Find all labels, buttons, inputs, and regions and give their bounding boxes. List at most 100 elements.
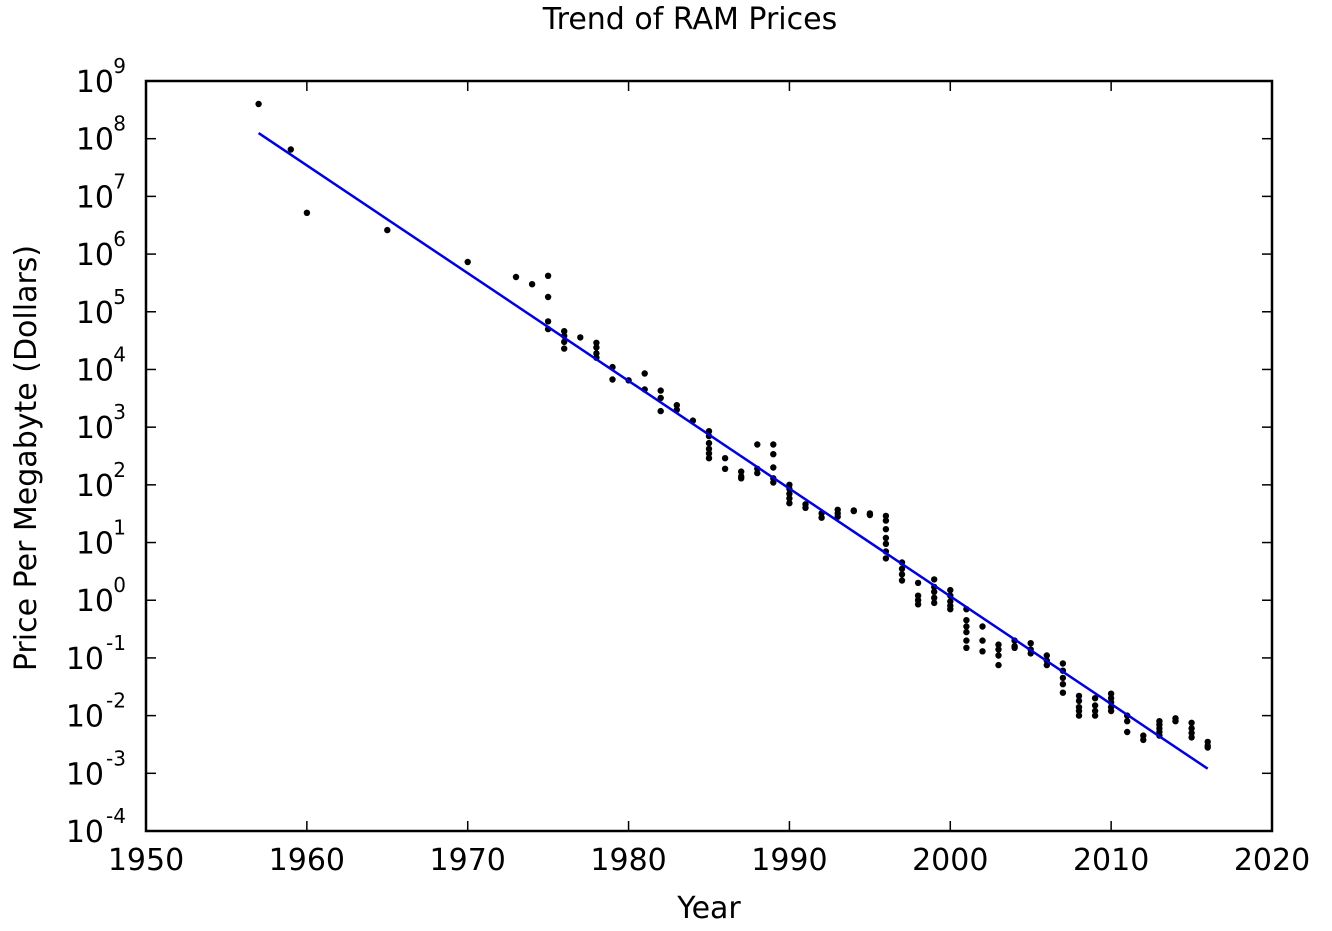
data-point: [705, 455, 713, 462]
data-point: [1059, 674, 1067, 682]
data-point: [995, 641, 1002, 648]
data-point: [979, 648, 986, 655]
data-point: [947, 586, 954, 594]
y-tick-label: 910: [76, 54, 126, 100]
data-point: [561, 345, 568, 352]
trend-line: [257, 132, 1209, 770]
data-point: [931, 599, 938, 607]
data-point: [914, 592, 922, 599]
x-tick-label: 1950: [108, 843, 184, 878]
data-point: [1059, 689, 1067, 696]
data-point: [641, 370, 648, 377]
data-point: [802, 504, 809, 511]
y-axis: -410-310-210-110010110210310410510610710…: [66, 54, 1272, 850]
data-point: [914, 579, 922, 587]
y-tick-label: -310: [66, 746, 126, 792]
data-point: [721, 455, 729, 462]
data-point: [1140, 736, 1147, 744]
data-point: [1059, 681, 1067, 688]
y-tick-exponent: 4: [113, 342, 126, 366]
data-point: [882, 526, 890, 533]
y-tick-label: 610: [76, 227, 126, 273]
y-tick-label: 710: [76, 169, 126, 215]
data-point: [738, 475, 745, 482]
y-tick-base: 10: [76, 123, 114, 158]
y-tick-label: -110: [66, 631, 126, 677]
y-tick-base: 10: [66, 815, 104, 850]
data-point: [287, 146, 294, 153]
data-point: [657, 407, 664, 415]
x-axis: 1950 1960 1970 1980 1990 2000 2010 2020: [108, 81, 1310, 878]
data-point: [786, 495, 793, 502]
data-point: [770, 479, 777, 486]
data-point: [577, 334, 584, 341]
data-point: [979, 623, 986, 630]
y-tick-label: 310: [76, 400, 126, 446]
y-tick-base: 10: [76, 411, 114, 446]
data-point: [850, 507, 857, 515]
y-tick-base: 10: [76, 469, 114, 504]
y-tick-exponent: -3: [106, 746, 126, 770]
data-point: [947, 606, 954, 613]
data-point: [464, 258, 471, 266]
data-point: [834, 513, 841, 520]
data-point: [1059, 660, 1067, 667]
data-point: [963, 617, 970, 624]
data-point: [898, 577, 906, 584]
data-point: [1188, 729, 1195, 737]
y-tick-label: 110: [76, 516, 126, 562]
data-point: [754, 469, 761, 477]
x-tick-label: 1960: [269, 843, 345, 878]
data-point: [770, 441, 777, 448]
x-tick-label: 1970: [430, 843, 506, 878]
y-tick-base: 10: [76, 238, 114, 273]
data-point: [673, 402, 680, 409]
y-tick-exponent: 0: [113, 573, 126, 597]
data-point: [1043, 652, 1051, 659]
data-point: [512, 273, 520, 281]
data-point: [593, 344, 600, 351]
data-point: [544, 318, 552, 325]
y-tick-base: 10: [66, 642, 104, 677]
chart-title: Trend of RAM Prices: [542, 2, 837, 37]
data-point: [593, 339, 600, 346]
x-tick-label: 2000: [912, 843, 988, 878]
data-point: [898, 565, 906, 572]
data-point: [1172, 718, 1179, 725]
data-point: [898, 571, 906, 578]
y-tick-base: 10: [76, 65, 114, 100]
data-point: [786, 490, 793, 497]
y-tick-base: 10: [76, 180, 114, 215]
y-axis-label: Price Per Megabyte (Dollars): [9, 245, 44, 671]
data-point: [963, 628, 970, 636]
y-tick-label: -410: [66, 804, 126, 850]
data-point: [657, 387, 664, 394]
y-tick-base: 10: [76, 584, 114, 619]
data-point: [995, 661, 1002, 669]
y-tick-base: 10: [76, 353, 114, 388]
data-point: [1124, 718, 1131, 725]
y-tick-base: 10: [66, 757, 104, 792]
data-point: [384, 226, 391, 234]
data-point: [995, 652, 1002, 659]
data-point: [754, 441, 761, 448]
y-tick-exponent: -2: [106, 689, 126, 713]
x-tick-label: 2010: [1073, 843, 1149, 878]
data-point: [1091, 695, 1099, 702]
data-point: [882, 534, 890, 542]
y-tick-exponent: 1: [113, 516, 126, 540]
data-point: [770, 451, 777, 458]
y-tick-label: 210: [76, 458, 126, 504]
y-tick-exponent: 2: [113, 458, 126, 482]
data-point: [609, 376, 616, 383]
data-point: [963, 623, 970, 630]
data-point: [1075, 707, 1083, 715]
data-point: [963, 644, 970, 651]
data-point: [1027, 640, 1034, 647]
data-point: [705, 450, 713, 457]
data-point: [931, 594, 938, 601]
data-point: [1075, 697, 1083, 705]
data-point: [657, 394, 664, 402]
y-tick-label: 410: [76, 342, 126, 388]
